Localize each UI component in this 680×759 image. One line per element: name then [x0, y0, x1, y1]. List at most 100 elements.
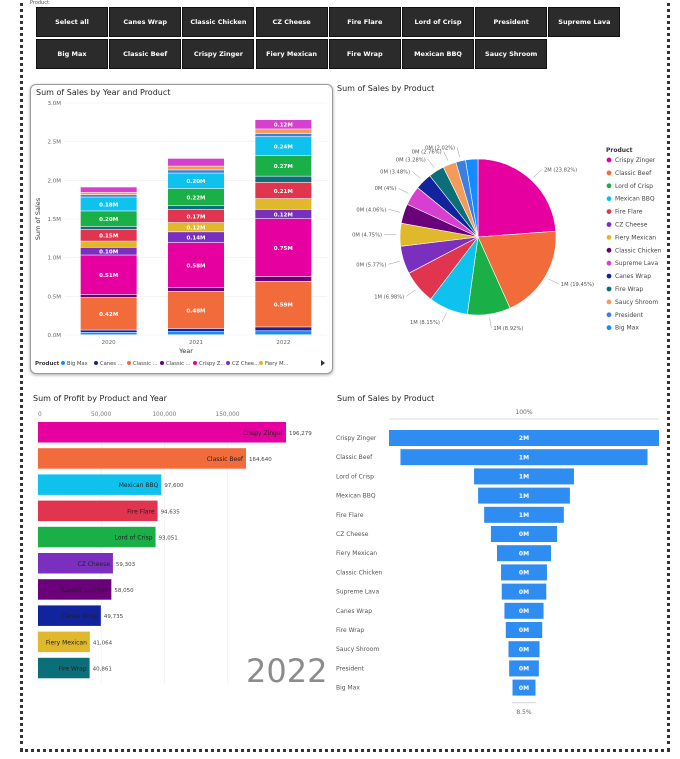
slicer-button-fire-wrap[interactable]: Fire Wrap [328, 39, 401, 69]
funnel-bar[interactable] [497, 545, 551, 562]
bar-segment[interactable] [255, 281, 312, 327]
legend-item[interactable]: Fire Flare [615, 209, 643, 216]
slicer-button-mexican-bbq[interactable]: Mexican BBQ [402, 39, 474, 69]
funnel-bar[interactable] [509, 660, 539, 677]
funnel-bar[interactable] [474, 468, 574, 485]
funnel-bar[interactable] [512, 679, 536, 696]
bar[interactable] [38, 631, 90, 653]
legend-item[interactable]: Big Max [615, 325, 639, 332]
bar-segment[interactable] [80, 297, 137, 330]
bar-segment[interactable] [80, 294, 137, 298]
legend-item[interactable]: CZ Chee... [232, 361, 259, 367]
funnel-bar[interactable] [501, 564, 547, 581]
bar-segment[interactable] [168, 170, 224, 173]
bar-segment[interactable] [80, 192, 137, 195]
legend-item[interactable]: Fiery M... [265, 361, 289, 367]
slicer-button-fiery-mexican[interactable]: Fiery Mexican [255, 39, 328, 69]
bar-segment[interactable] [168, 158, 224, 166]
funnel-bar[interactable] [400, 449, 648, 466]
slicer-button-supreme-lava[interactable]: Supreme Lava [548, 7, 621, 37]
bar-segment[interactable] [80, 247, 137, 255]
legend-next-arrow-icon[interactable] [321, 360, 325, 366]
bar-segment[interactable] [80, 332, 137, 335]
funnel-bar[interactable] [478, 487, 570, 504]
bar-segment[interactable] [168, 287, 224, 292]
bar-segment[interactable] [255, 198, 312, 210]
bar[interactable] [38, 657, 90, 679]
bar-segment[interactable] [255, 133, 312, 137]
bar-segment[interactable] [168, 232, 224, 243]
legend-item[interactable]: Lord of Crisp [615, 183, 653, 190]
bar-segment[interactable] [255, 219, 312, 277]
bar-segment[interactable] [255, 209, 312, 219]
legend-item[interactable]: Big Max [67, 361, 88, 367]
funnel-bar[interactable] [508, 641, 540, 658]
legend-item[interactable]: Saucy Shroom [615, 299, 658, 306]
bar[interactable] [38, 553, 113, 574]
bar-segment[interactable] [168, 331, 224, 335]
bar-segment[interactable] [168, 173, 224, 189]
bar-segment[interactable] [80, 195, 137, 197]
funnel-bar[interactable] [504, 602, 544, 619]
legend-item[interactable]: Supreme Lava [615, 260, 658, 267]
slicer-button-canes-wrap[interactable]: Canes Wrap [109, 7, 182, 37]
pie-slice[interactable] [477, 230, 557, 309]
slicer-button-saucy-shroom[interactable]: Saucy Shroom [475, 39, 548, 69]
bar-segment[interactable] [80, 187, 137, 193]
slicer-button-lord-of-crisp[interactable]: Lord of Crisp [402, 7, 474, 37]
funnel-bar[interactable] [389, 430, 659, 446]
legend-item[interactable]: Classic Chicken [615, 247, 662, 254]
slicer-button-cz-cheese[interactable]: CZ Cheese [255, 7, 328, 37]
bar-segment[interactable] [80, 197, 137, 211]
bar-segment[interactable] [168, 242, 224, 288]
pie-slice[interactable] [477, 158, 557, 238]
legend-item[interactable]: Classic ... [133, 361, 158, 367]
bar-segment[interactable] [168, 291, 224, 329]
bar-segment[interactable] [255, 182, 312, 199]
legend-item[interactable]: Fire Wrap [615, 286, 643, 293]
slicer-button-classic-beef[interactable]: Classic Beef [109, 39, 182, 69]
bar-segment[interactable] [255, 176, 312, 183]
bar-segment[interactable] [255, 129, 312, 134]
legend-item[interactable]: Classic Beef [615, 170, 652, 177]
bar-segment[interactable] [255, 155, 312, 176]
bar[interactable] [38, 526, 156, 548]
legend-item[interactable]: Crispy Z... [199, 361, 226, 367]
legend-item[interactable]: Canes ... [100, 361, 123, 367]
bar-segment[interactable] [80, 330, 137, 333]
bar-segment[interactable] [80, 226, 137, 230]
pie-slice[interactable] [465, 158, 479, 238]
bar[interactable] [38, 448, 247, 469]
bar-segment[interactable] [255, 120, 312, 129]
funnel-bar[interactable] [505, 622, 543, 638]
legend-item[interactable]: Mexican BBQ [615, 196, 655, 203]
bar-segment[interactable] [80, 255, 137, 295]
legend-item[interactable]: Fiery Mexican [615, 234, 656, 241]
slicer-button-big-max[interactable]: Big Max [36, 39, 108, 69]
bar-segment[interactable] [80, 211, 137, 227]
legend-item[interactable]: Crispy Zinger [615, 157, 656, 164]
bar-segment[interactable] [168, 205, 224, 210]
bar-segment[interactable] [255, 277, 312, 282]
funnel-bar[interactable] [490, 526, 558, 542]
slicer-button-select-all[interactable]: Select all [36, 7, 108, 37]
funnel-bar[interactable] [501, 583, 547, 600]
slicer-button-crispy-zinger[interactable]: Crispy Zinger [182, 39, 255, 69]
legend-item[interactable]: President [615, 312, 644, 319]
slicer-button-fire-flare[interactable]: Fire Flare [328, 7, 401, 37]
bar-segment[interactable] [168, 188, 224, 206]
bar-segment[interactable] [168, 209, 224, 223]
bar[interactable] [38, 500, 158, 522]
bar-segment[interactable] [255, 327, 312, 331]
legend-item[interactable]: Canes Wrap [615, 273, 651, 280]
bar[interactable] [38, 605, 101, 626]
bar-segment[interactable] [168, 166, 224, 170]
legend-item[interactable]: Classic ... [166, 361, 191, 367]
bar-segment[interactable] [255, 331, 312, 335]
slicer-button-classic-chicken[interactable]: Classic Chicken [182, 7, 255, 37]
bar-segment[interactable] [168, 328, 224, 332]
bar-segment[interactable] [80, 241, 137, 248]
bar-segment[interactable] [255, 137, 312, 155]
bar[interactable] [38, 474, 162, 495]
funnel-bar[interactable] [484, 506, 564, 523]
